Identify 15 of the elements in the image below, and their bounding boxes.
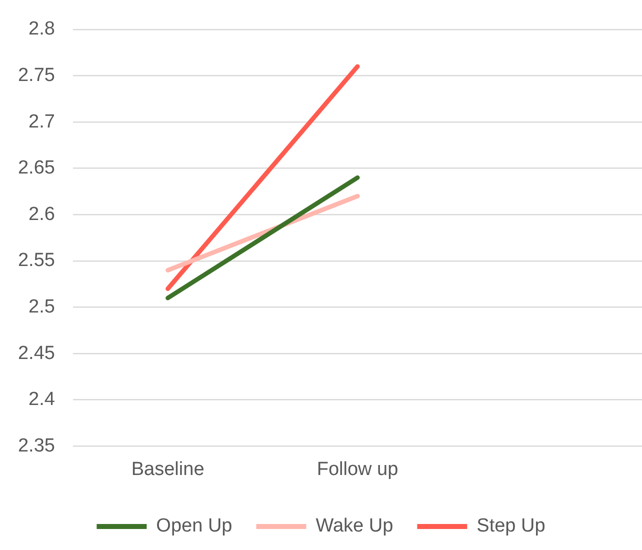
y-tick-label: 2.65 xyxy=(18,158,55,179)
y-tick-label: 2.45 xyxy=(18,342,55,364)
y-tick-label: 2.75 xyxy=(18,64,55,86)
y-tick-label: 2.35 xyxy=(18,435,55,456)
legend-label: Wake Up xyxy=(316,516,394,537)
y-tick-label: 2.7 xyxy=(28,111,55,132)
y-tick-label: 2.55 xyxy=(18,250,55,272)
x-tick-label: Follow up xyxy=(316,458,398,480)
legend-label: Open Up xyxy=(156,516,232,537)
x-tick-label: Baseline xyxy=(131,458,204,480)
y-tick-label: 2.8 xyxy=(28,18,55,40)
legend-label: Step Up xyxy=(476,516,546,537)
y-tick-label: 2.4 xyxy=(28,389,56,410)
y-tick-label: 2.6 xyxy=(28,204,55,225)
y-tick-label: 2.5 xyxy=(28,296,55,318)
